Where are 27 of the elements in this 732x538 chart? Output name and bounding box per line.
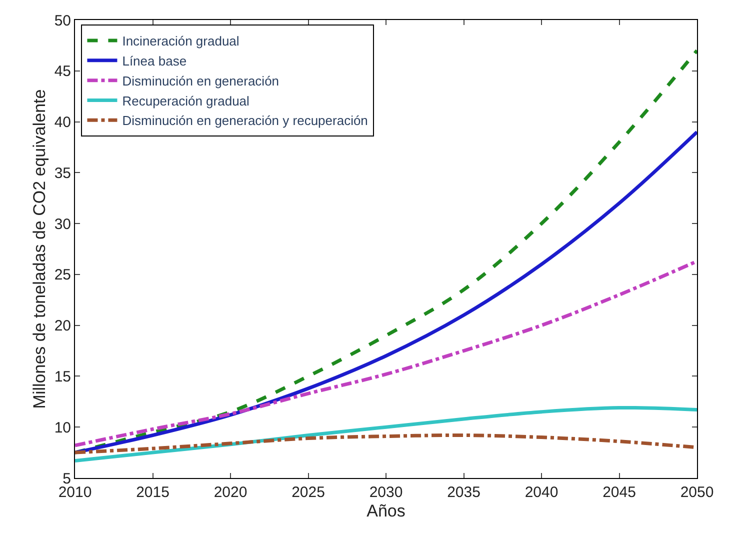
legend-label: Incineración gradual [122,34,240,49]
x-tick-label: 2045 [602,484,636,501]
y-tick-label: 45 [54,63,71,80]
x-tick-label: 2050 [680,484,714,501]
x-tick-label: 2040 [524,484,558,501]
x-tick-label: 2015 [136,484,170,501]
line-series [75,406,697,462]
line-series [75,130,697,454]
legend-label: Recuperación gradual [122,93,250,108]
y-tick-label: 50 [54,12,71,30]
y-axis-title: Millones de toneladas de CO2 equivalente [30,89,49,409]
x-tick-label: 2030 [369,484,403,501]
legend-label: Línea base [122,54,187,68]
y-tick-label: 40 [54,114,71,132]
x-tick-label: 2025 [292,484,325,501]
x-tick-label: 2020 [214,484,248,501]
legend-label: Disminución en generación y recuperación [122,113,368,128]
y-tick-label: 35 [54,164,71,182]
legend-label: Disminución en generación [122,73,280,88]
x-axis-title: Años [366,501,406,520]
y-tick-label: 10 [54,419,71,436]
x-tick-label: 2035 [447,484,480,501]
y-tick-label: 30 [54,216,71,233]
y-tick-label: 25 [54,266,71,284]
line-series [75,259,697,448]
y-tick-label: 15 [54,368,71,386]
y-tick-label: 20 [54,318,71,335]
